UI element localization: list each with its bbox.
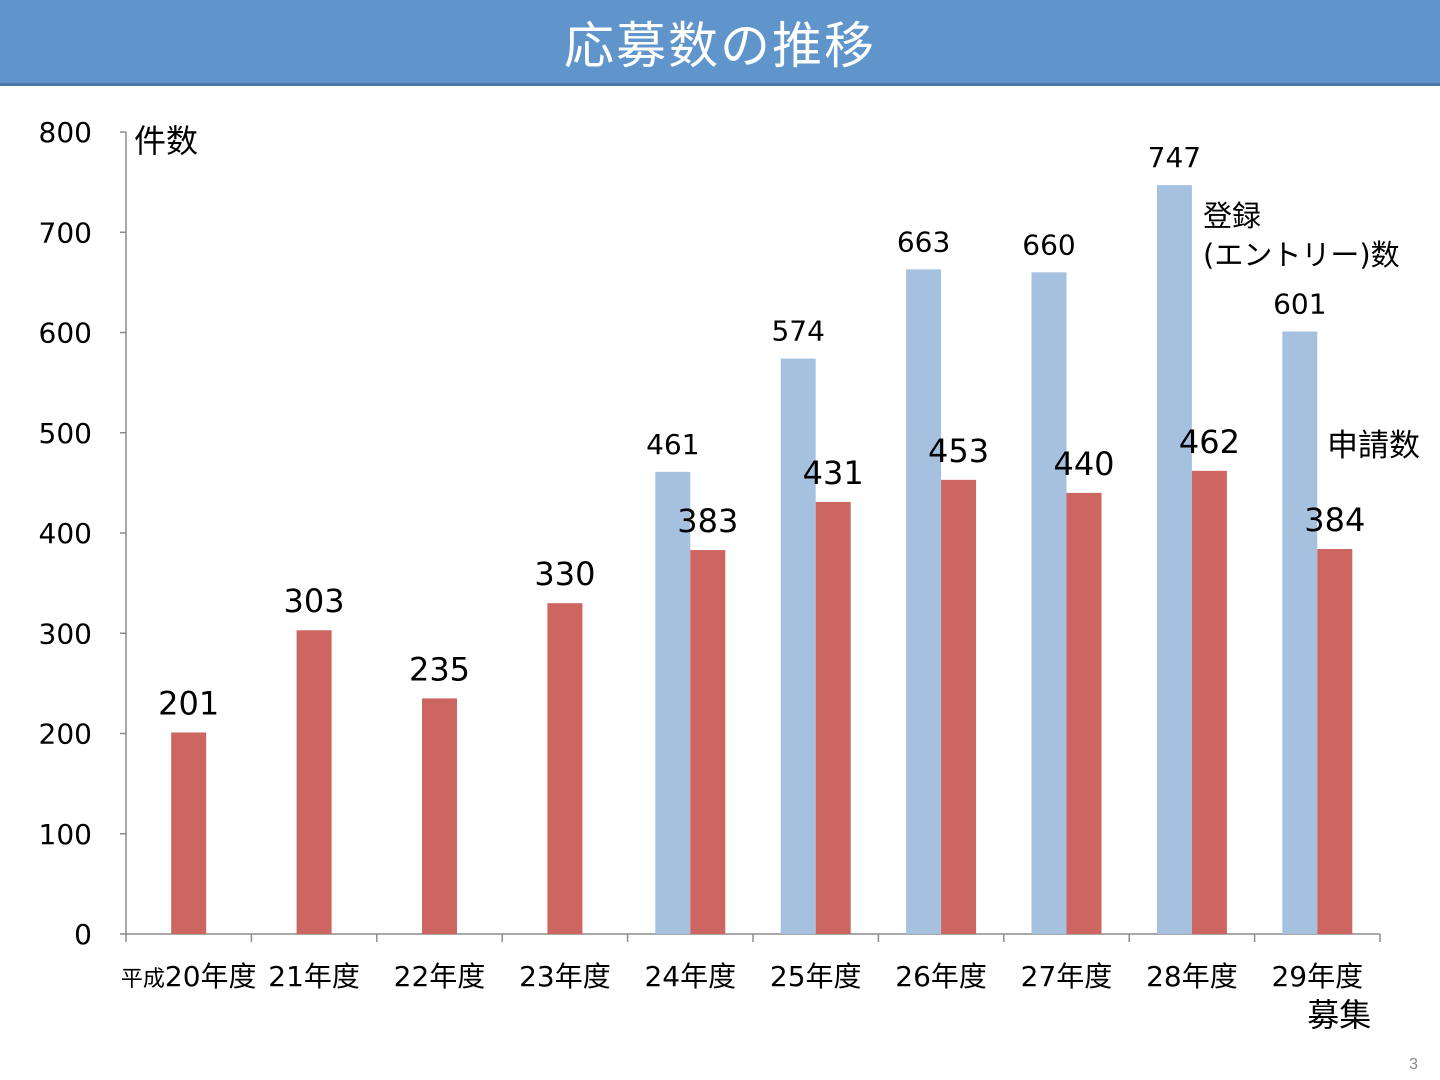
bar-application-5: [690, 550, 726, 934]
x-tick-label: 27年度: [1021, 960, 1113, 993]
x-tick-label: 平成20年度: [121, 960, 257, 993]
bar-entry-5: [655, 471, 691, 934]
chart-bars: [171, 185, 1353, 935]
data-label-application: 384: [1304, 501, 1365, 539]
title-bar: 応募数の推移: [0, 0, 1440, 86]
x-tick-label: 26年度: [895, 960, 987, 993]
data-label-application: 201: [158, 684, 219, 722]
data-label-entry: 663: [897, 225, 950, 258]
bar-application-2: [296, 630, 332, 934]
page-title: 応募数の推移: [564, 16, 876, 75]
bar-entry-10: [1282, 331, 1318, 934]
data-label-application: 235: [409, 650, 470, 688]
x-tick-label: 29年度: [1271, 960, 1363, 993]
y-tick-label: 400: [39, 517, 92, 550]
y-tick-label: 700: [39, 216, 92, 249]
bar-application-3: [422, 698, 457, 934]
data-label-entry: 461: [646, 428, 699, 461]
x-tick-label: 23年度: [519, 960, 611, 993]
legend-application: 申請数: [1327, 428, 1420, 464]
bar-entry-6: [780, 358, 816, 934]
x-tick-label: 25年度: [770, 960, 862, 993]
legend-entry-line2: (エントリー)数: [1203, 238, 1400, 272]
bar-entry-8: [1031, 272, 1067, 935]
bar-application-4: [547, 603, 583, 934]
x-tick-label: 28年度: [1146, 960, 1238, 993]
chart-labels: 201 303 235 330 461 383 574 431 663 453 660 440 747 4…: [158, 141, 1420, 722]
bar-application-9: [1191, 470, 1227, 934]
data-label-entry: 601: [1273, 287, 1326, 320]
y-tick-label: 800: [39, 116, 92, 149]
bar-application-6: [815, 501, 851, 934]
data-label-application: 440: [1053, 445, 1114, 483]
x-tick-label: 21年度: [268, 960, 360, 993]
x-tick-label-note: 募集: [1307, 996, 1371, 1034]
slide-number: 3: [1409, 1056, 1418, 1073]
y-tick-label: 500: [39, 417, 92, 450]
data-label-application: 383: [677, 502, 738, 540]
bar-application-8: [1066, 492, 1102, 934]
data-label-application: 330: [534, 555, 595, 593]
y-tick-label: 300: [39, 617, 92, 650]
y-tick-label: 200: [39, 718, 92, 751]
y-tick-label: 100: [39, 818, 92, 851]
y-tick-label: 600: [39, 317, 92, 350]
bar-entry-7: [906, 269, 942, 934]
legend-entry-line1: 登録: [1203, 199, 1261, 233]
data-label-entry: 747: [1148, 141, 1201, 174]
x-tick-label-prefix: 平成: [121, 967, 165, 992]
data-label-application: 462: [1179, 423, 1240, 461]
data-label-entry: 574: [771, 315, 824, 348]
bar-entry-9: [1156, 185, 1192, 934]
x-tick-label: 24年度: [644, 960, 736, 993]
bar-application-1: [171, 732, 207, 934]
x-tick-label: 22年度: [394, 960, 486, 993]
y-axis-title: 件数: [134, 122, 198, 160]
bar-application-7: [941, 479, 977, 934]
data-label-entry: 660: [1022, 228, 1075, 261]
data-label-application: 453: [928, 432, 989, 470]
y-tick-label: 0: [74, 918, 92, 951]
bar-application-10: [1317, 549, 1353, 934]
x-tick-label-main: 20年度: [165, 960, 257, 993]
data-label-application: 431: [803, 454, 864, 492]
data-label-application: 303: [284, 582, 345, 620]
